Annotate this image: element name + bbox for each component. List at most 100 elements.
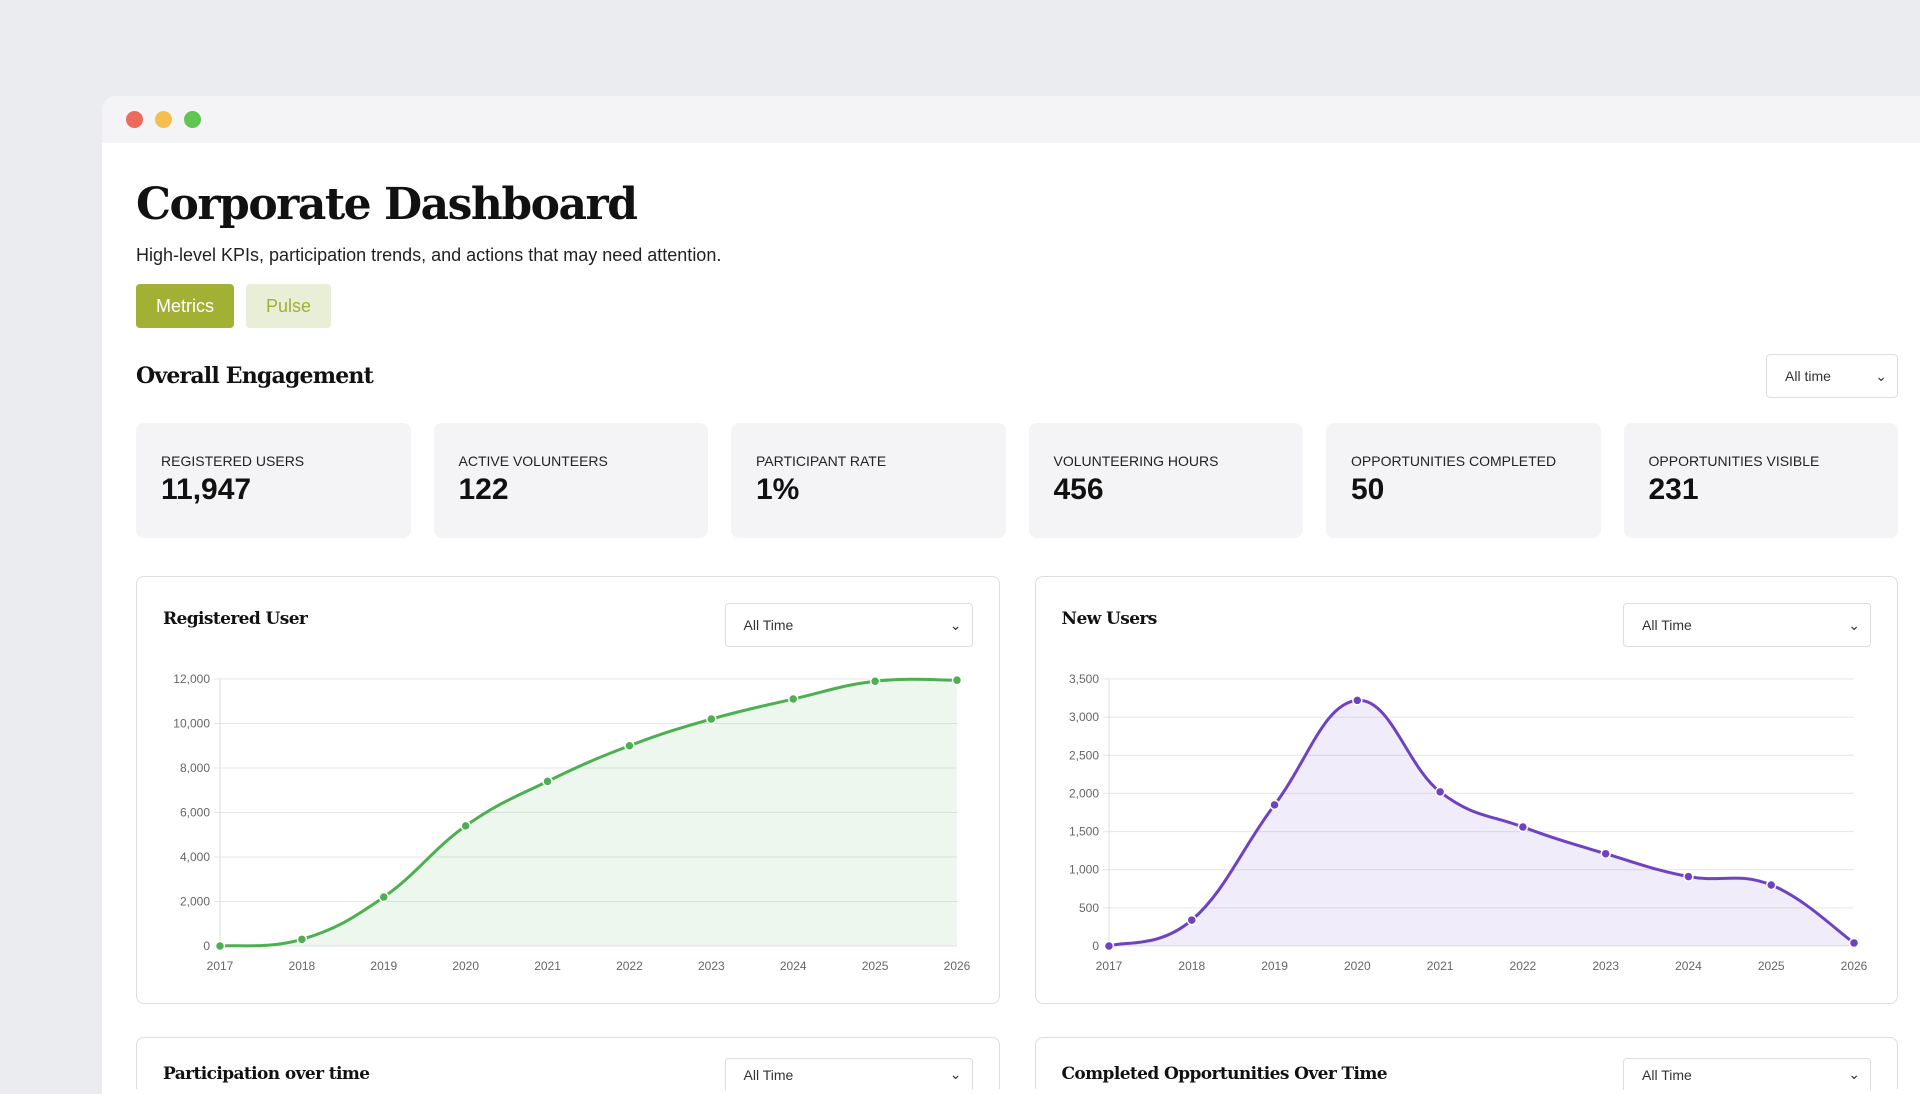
data-point[interactable]: [1434, 786, 1445, 798]
completed-opportunities-chart-card: Completed Opportunities Over Time All Ti…: [1034, 1037, 1898, 1090]
select-value: All Time: [743, 617, 794, 633]
kpi-label: OPPORTUNITIES VISIBLE: [1648, 453, 1820, 469]
series-line: [1108, 698, 1855, 948]
kpi-card: OPPORTUNITIES COMPLETED 50: [1326, 423, 1601, 538]
engagement-period-select[interactable]: All time ⌄: [1766, 354, 1898, 398]
x-tick-label: 2021: [534, 959, 561, 973]
y-tick-label: 1,000: [1068, 863, 1098, 877]
kpi-label: PARTICIPANT RATE: [756, 453, 887, 469]
select-value: All time: [1785, 368, 1831, 384]
chart-period-select[interactable]: All Time ⌄: [724, 603, 973, 647]
chart-title: Registered User: [163, 609, 308, 629]
y-tick-label: 1,500: [1068, 825, 1098, 839]
app-window: Corporate Dashboard High-level KPIs, par…: [102, 96, 1920, 1094]
close-window-icon[interactable]: [126, 111, 143, 128]
kpi-value: 456: [1053, 473, 1104, 506]
chevron-down-icon: ⌄: [949, 1066, 962, 1082]
section-title: Overall Engagement: [136, 363, 374, 389]
kpi-value: 122: [458, 473, 509, 506]
kpi-value: 231: [1648, 473, 1699, 506]
data-point[interactable]: [1186, 914, 1197, 926]
kpi-value: 1%: [756, 473, 800, 506]
y-tick-label: 10,000: [173, 717, 210, 731]
data-point[interactable]: [1765, 879, 1776, 891]
tab-pulse[interactable]: Pulse: [246, 284, 332, 328]
chart-period-select[interactable]: All Time ⌄: [1623, 603, 1871, 647]
x-tick-label: 2022: [1509, 959, 1536, 973]
x-tick-label: 2020: [1343, 959, 1370, 973]
x-tick-label: 2021: [1426, 959, 1453, 973]
x-tick-label: 2026: [944, 959, 971, 973]
kpi-label: OPPORTUNITIES COMPLETED: [1351, 453, 1557, 469]
data-point[interactable]: [296, 934, 308, 945]
data-point[interactable]: [1682, 871, 1694, 882]
data-point[interactable]: [869, 675, 881, 687]
completed-period-select[interactable]: All Time ⌄: [1623, 1058, 1871, 1090]
x-tick-label: 2018: [289, 959, 316, 973]
data-point[interactable]: [1351, 695, 1363, 706]
kpi-label: VOLUNTEERING HOURS: [1053, 453, 1219, 469]
chart-title: Participation over time: [163, 1064, 370, 1084]
y-tick-label: 0: [203, 939, 210, 953]
x-tick-label: 2024: [1675, 959, 1702, 973]
kpi-card: ACTIVE VOLUNTEERS 122: [433, 423, 708, 538]
data-point[interactable]: [1848, 937, 1859, 949]
y-tick-label: 0: [1092, 939, 1099, 953]
area-fill: [220, 679, 957, 946]
x-tick-label: 2019: [1261, 959, 1288, 973]
data-point[interactable]: [1517, 821, 1528, 833]
x-tick-label: 2017: [1095, 959, 1122, 973]
page-subtitle: High-level KPIs, participation trends, a…: [136, 245, 722, 265]
y-tick-label: 3,000: [1068, 710, 1098, 724]
x-tick-label: 2026: [1840, 959, 1867, 973]
data-point[interactable]: [214, 940, 226, 952]
maximize-window-icon[interactable]: [184, 111, 201, 128]
kpi-value: 50: [1351, 473, 1385, 506]
x-tick-label: 2019: [370, 959, 397, 973]
chart-plot: 0 500 1,000 1,500 2,000 2,500 3,000 3,500 2017 20…: [1068, 672, 1867, 973]
data-point[interactable]: [378, 891, 390, 903]
data-point[interactable]: [787, 693, 799, 705]
participation-period-select[interactable]: All Time ⌄: [724, 1058, 973, 1090]
y-tick-label: 12,000: [173, 672, 210, 686]
y-tick-label: 2,000: [180, 895, 210, 909]
chart-plot: 0 2,000 4,000 6,000 8,000 10,000 12,000 2017 201…: [173, 672, 971, 973]
kpi-value: 11,947: [161, 473, 252, 506]
kpi-label: REGISTERED USERS: [161, 453, 305, 469]
kpi-card: OPPORTUNITIES VISIBLE 231: [1623, 423, 1898, 538]
kpi-card: VOLUNTEERING HOURS 456: [1028, 423, 1303, 538]
x-tick-label: 2025: [1757, 959, 1784, 973]
data-point[interactable]: [951, 674, 963, 686]
y-tick-label: 4,000: [180, 850, 210, 864]
minimize-window-icon[interactable]: [155, 111, 172, 128]
chevron-down-icon: ⌄: [949, 616, 962, 633]
chart-title: New Users: [1061, 609, 1158, 629]
kpi-label: ACTIVE VOLUNTEERS: [458, 453, 608, 469]
x-tick-label: 2023: [1592, 959, 1619, 973]
chart-title: Completed Opportunities Over Time: [1061, 1064, 1388, 1084]
series-line: [219, 677, 958, 948]
tab-metrics[interactable]: Metrics: [136, 284, 234, 328]
new-users-chart-card: New Users All Time ⌄ 0 500 1,000 1,500 2,000 2,5…: [1034, 576, 1898, 1004]
y-tick-label: 2,500: [1068, 748, 1098, 762]
data-point[interactable]: [460, 820, 471, 832]
y-tick-label: 6,000: [180, 806, 210, 820]
x-tick-label: 2024: [780, 959, 807, 973]
data-point[interactable]: [1599, 848, 1611, 859]
chevron-down-icon: ⌄: [1848, 616, 1860, 633]
y-tick-label: 8,000: [180, 761, 210, 775]
chevron-down-icon: ⌄: [1848, 1066, 1860, 1082]
y-tick-label: 500: [1078, 901, 1098, 915]
title-bar: [102, 96, 1920, 143]
data-point[interactable]: [1268, 799, 1280, 811]
x-tick-label: 2020: [452, 959, 479, 973]
x-tick-label: 2022: [616, 959, 643, 973]
kpi-card: PARTICIPANT RATE 1%: [731, 423, 1006, 538]
data-point[interactable]: [1103, 940, 1114, 952]
x-tick-label: 2023: [698, 959, 725, 973]
data-point[interactable]: [706, 713, 717, 725]
data-point[interactable]: [624, 740, 635, 751]
area-fill: [1108, 700, 1854, 946]
x-tick-label: 2018: [1178, 959, 1205, 973]
data-point[interactable]: [542, 776, 553, 787]
